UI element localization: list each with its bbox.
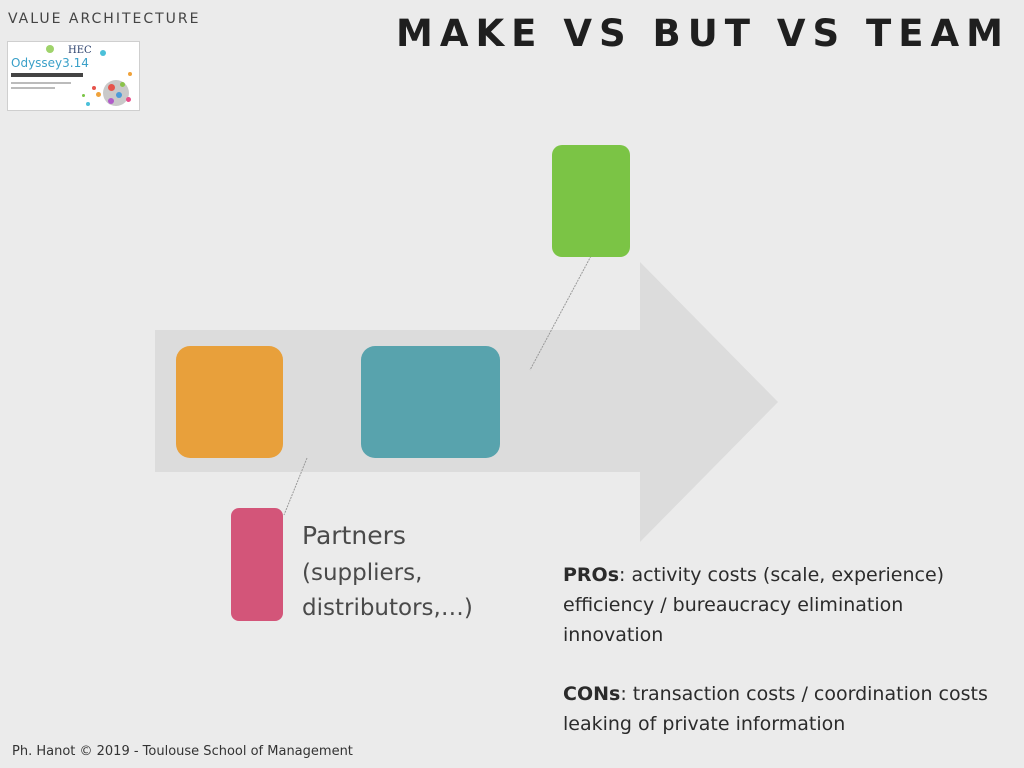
cons-heading: CONs	[563, 683, 621, 705]
footer-credit: Ph. Hanot © 2019 - Toulouse School of Ma…	[12, 744, 353, 759]
cons-line-1: CONs: transaction costs / coordination c…	[563, 679, 988, 709]
slide-title: MAKE VS BUT VS TEAM	[396, 12, 1010, 55]
partners-label: Partners	[302, 521, 406, 550]
orange-block	[176, 346, 283, 458]
teal-block	[361, 346, 500, 458]
cons-text-1: : transaction costs / coordination costs	[620, 683, 988, 705]
hec-logo-text: HEC	[68, 45, 92, 56]
cons-line-2: leaking of private information	[563, 713, 846, 735]
thumbnail-band	[11, 73, 83, 77]
pros-heading: PROs	[563, 564, 620, 586]
connector-line-pink	[283, 457, 308, 516]
thumbnail-subline	[11, 87, 55, 89]
partners-detail: (suppliers, distributors,…)	[302, 560, 473, 621]
pros-line-3: innovation	[563, 624, 664, 646]
spacer	[563, 650, 988, 679]
pros-cons-text: PROs: activity costs (scale, experience)…	[563, 560, 988, 739]
pros-text-1: : activity costs (scale, experience)	[619, 564, 945, 586]
thumbnail-subline	[11, 82, 71, 84]
pros-line-2: efficiency / bureaucracy elimination	[563, 594, 904, 616]
pink-block	[231, 508, 283, 621]
pros-line-1: PROs: activity costs (scale, experience)	[563, 560, 988, 590]
thumbnail-logo: HEC Odyssey3.14	[7, 41, 140, 111]
odyssey-brand-text: Odyssey3.14	[11, 56, 89, 70]
connector-line-green	[529, 255, 592, 371]
section-label: VALUE ARCHITECTURE	[8, 11, 201, 27]
green-block	[552, 145, 630, 257]
